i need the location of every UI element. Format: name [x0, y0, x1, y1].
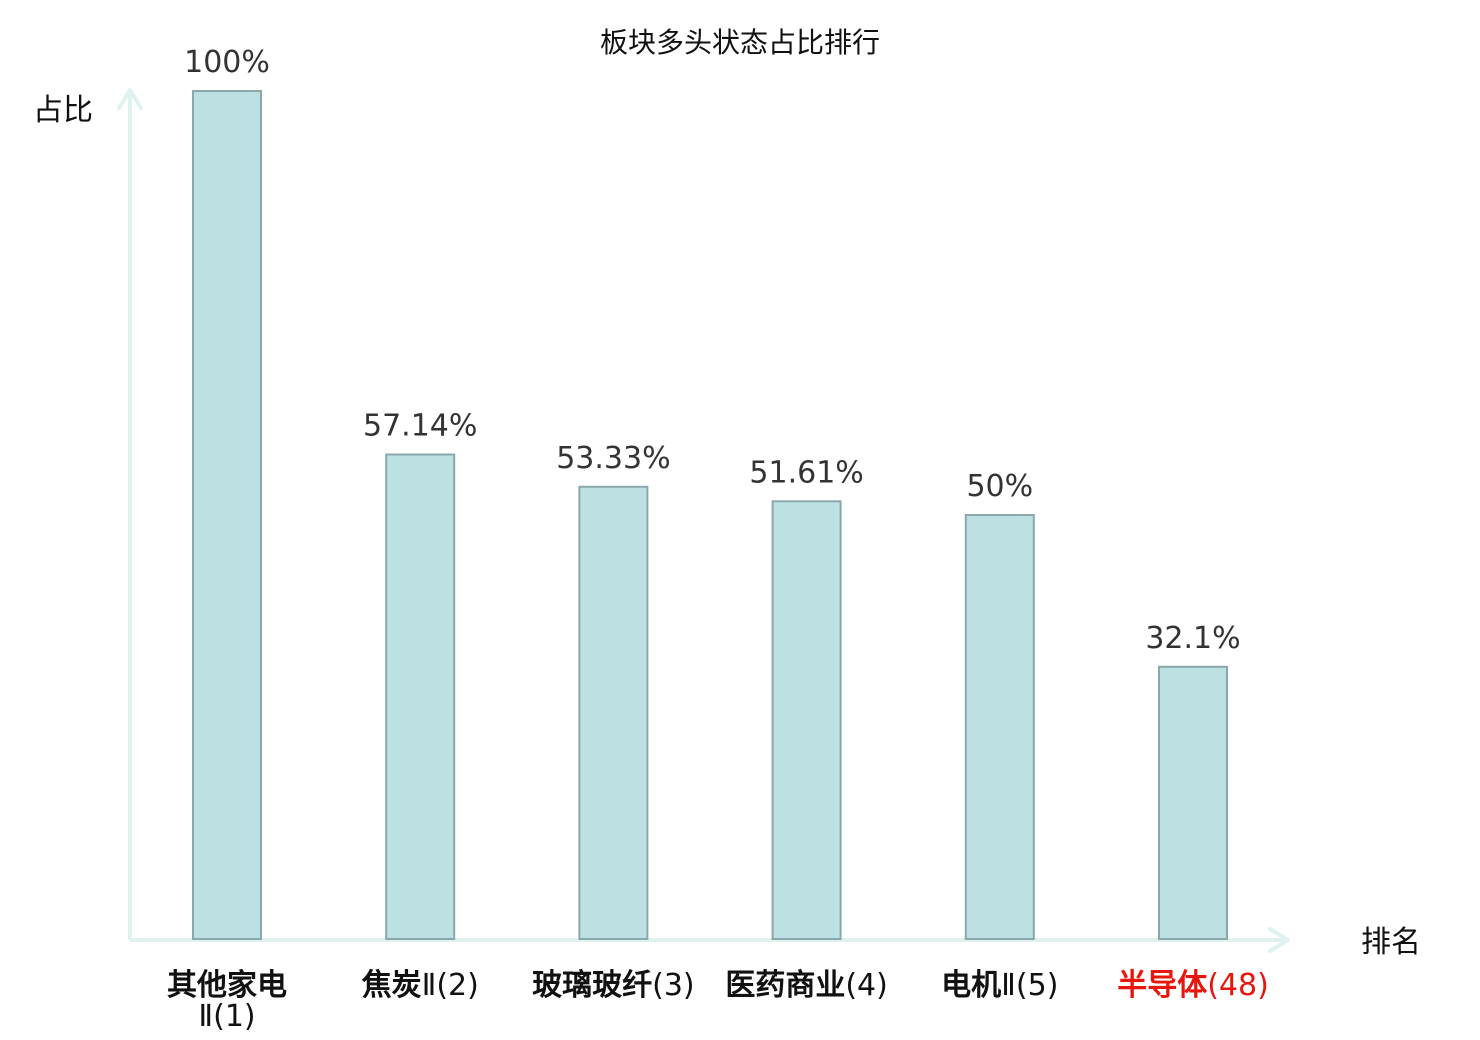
category-rank: Ⅱ(2): [422, 968, 479, 1003]
category-rank: (4): [845, 968, 888, 1003]
x-axis-arrow: [1268, 927, 1290, 953]
value-labels-group: 100% 57.14% 53.33% 51.61% 50% 32.1%: [184, 45, 1241, 656]
bars-group: [192, 90, 1228, 940]
value-label: 50%: [966, 469, 1033, 504]
value-label: 100%: [184, 45, 270, 80]
category-rank: Ⅱ(1): [198, 999, 255, 1034]
category-name: 电机: [941, 968, 1001, 1003]
category-name: 玻璃玻纤: [532, 968, 652, 1003]
category-label: 其他家电: [167, 968, 287, 1003]
category-label: 半导体(48): [1117, 968, 1269, 1003]
bar: [385, 453, 456, 940]
category-label: 医药商业(4): [725, 968, 888, 1003]
bar: [1158, 665, 1228, 940]
value-label: 57.14%: [363, 409, 477, 444]
chart-title: 板块多头状态占比排行: [600, 26, 880, 59]
category-rank: (3): [652, 968, 695, 1003]
category-name: 医药商业: [725, 968, 845, 1003]
bar: [192, 90, 262, 940]
bar: [964, 514, 1035, 940]
x-axis-label: 排名: [1361, 925, 1421, 960]
category-name: 半导体: [1117, 968, 1208, 1003]
value-label: 51.61%: [749, 455, 863, 490]
category-rank: (48): [1207, 968, 1269, 1003]
y-axis-label: 占比: [33, 93, 93, 128]
bar: [578, 485, 649, 940]
value-label: 53.33%: [556, 441, 670, 476]
bar: [771, 500, 842, 940]
category-name: 焦炭: [362, 968, 422, 1003]
category-label: 电机Ⅱ(5): [941, 968, 1058, 1003]
category-label: 焦炭Ⅱ(2): [362, 968, 479, 1003]
category-rank: Ⅱ(5): [1001, 968, 1058, 1003]
y-axis-arrow: [117, 88, 143, 110]
value-label: 32.1%: [1145, 621, 1240, 656]
category-label: 玻璃玻纤(3): [532, 968, 695, 1003]
